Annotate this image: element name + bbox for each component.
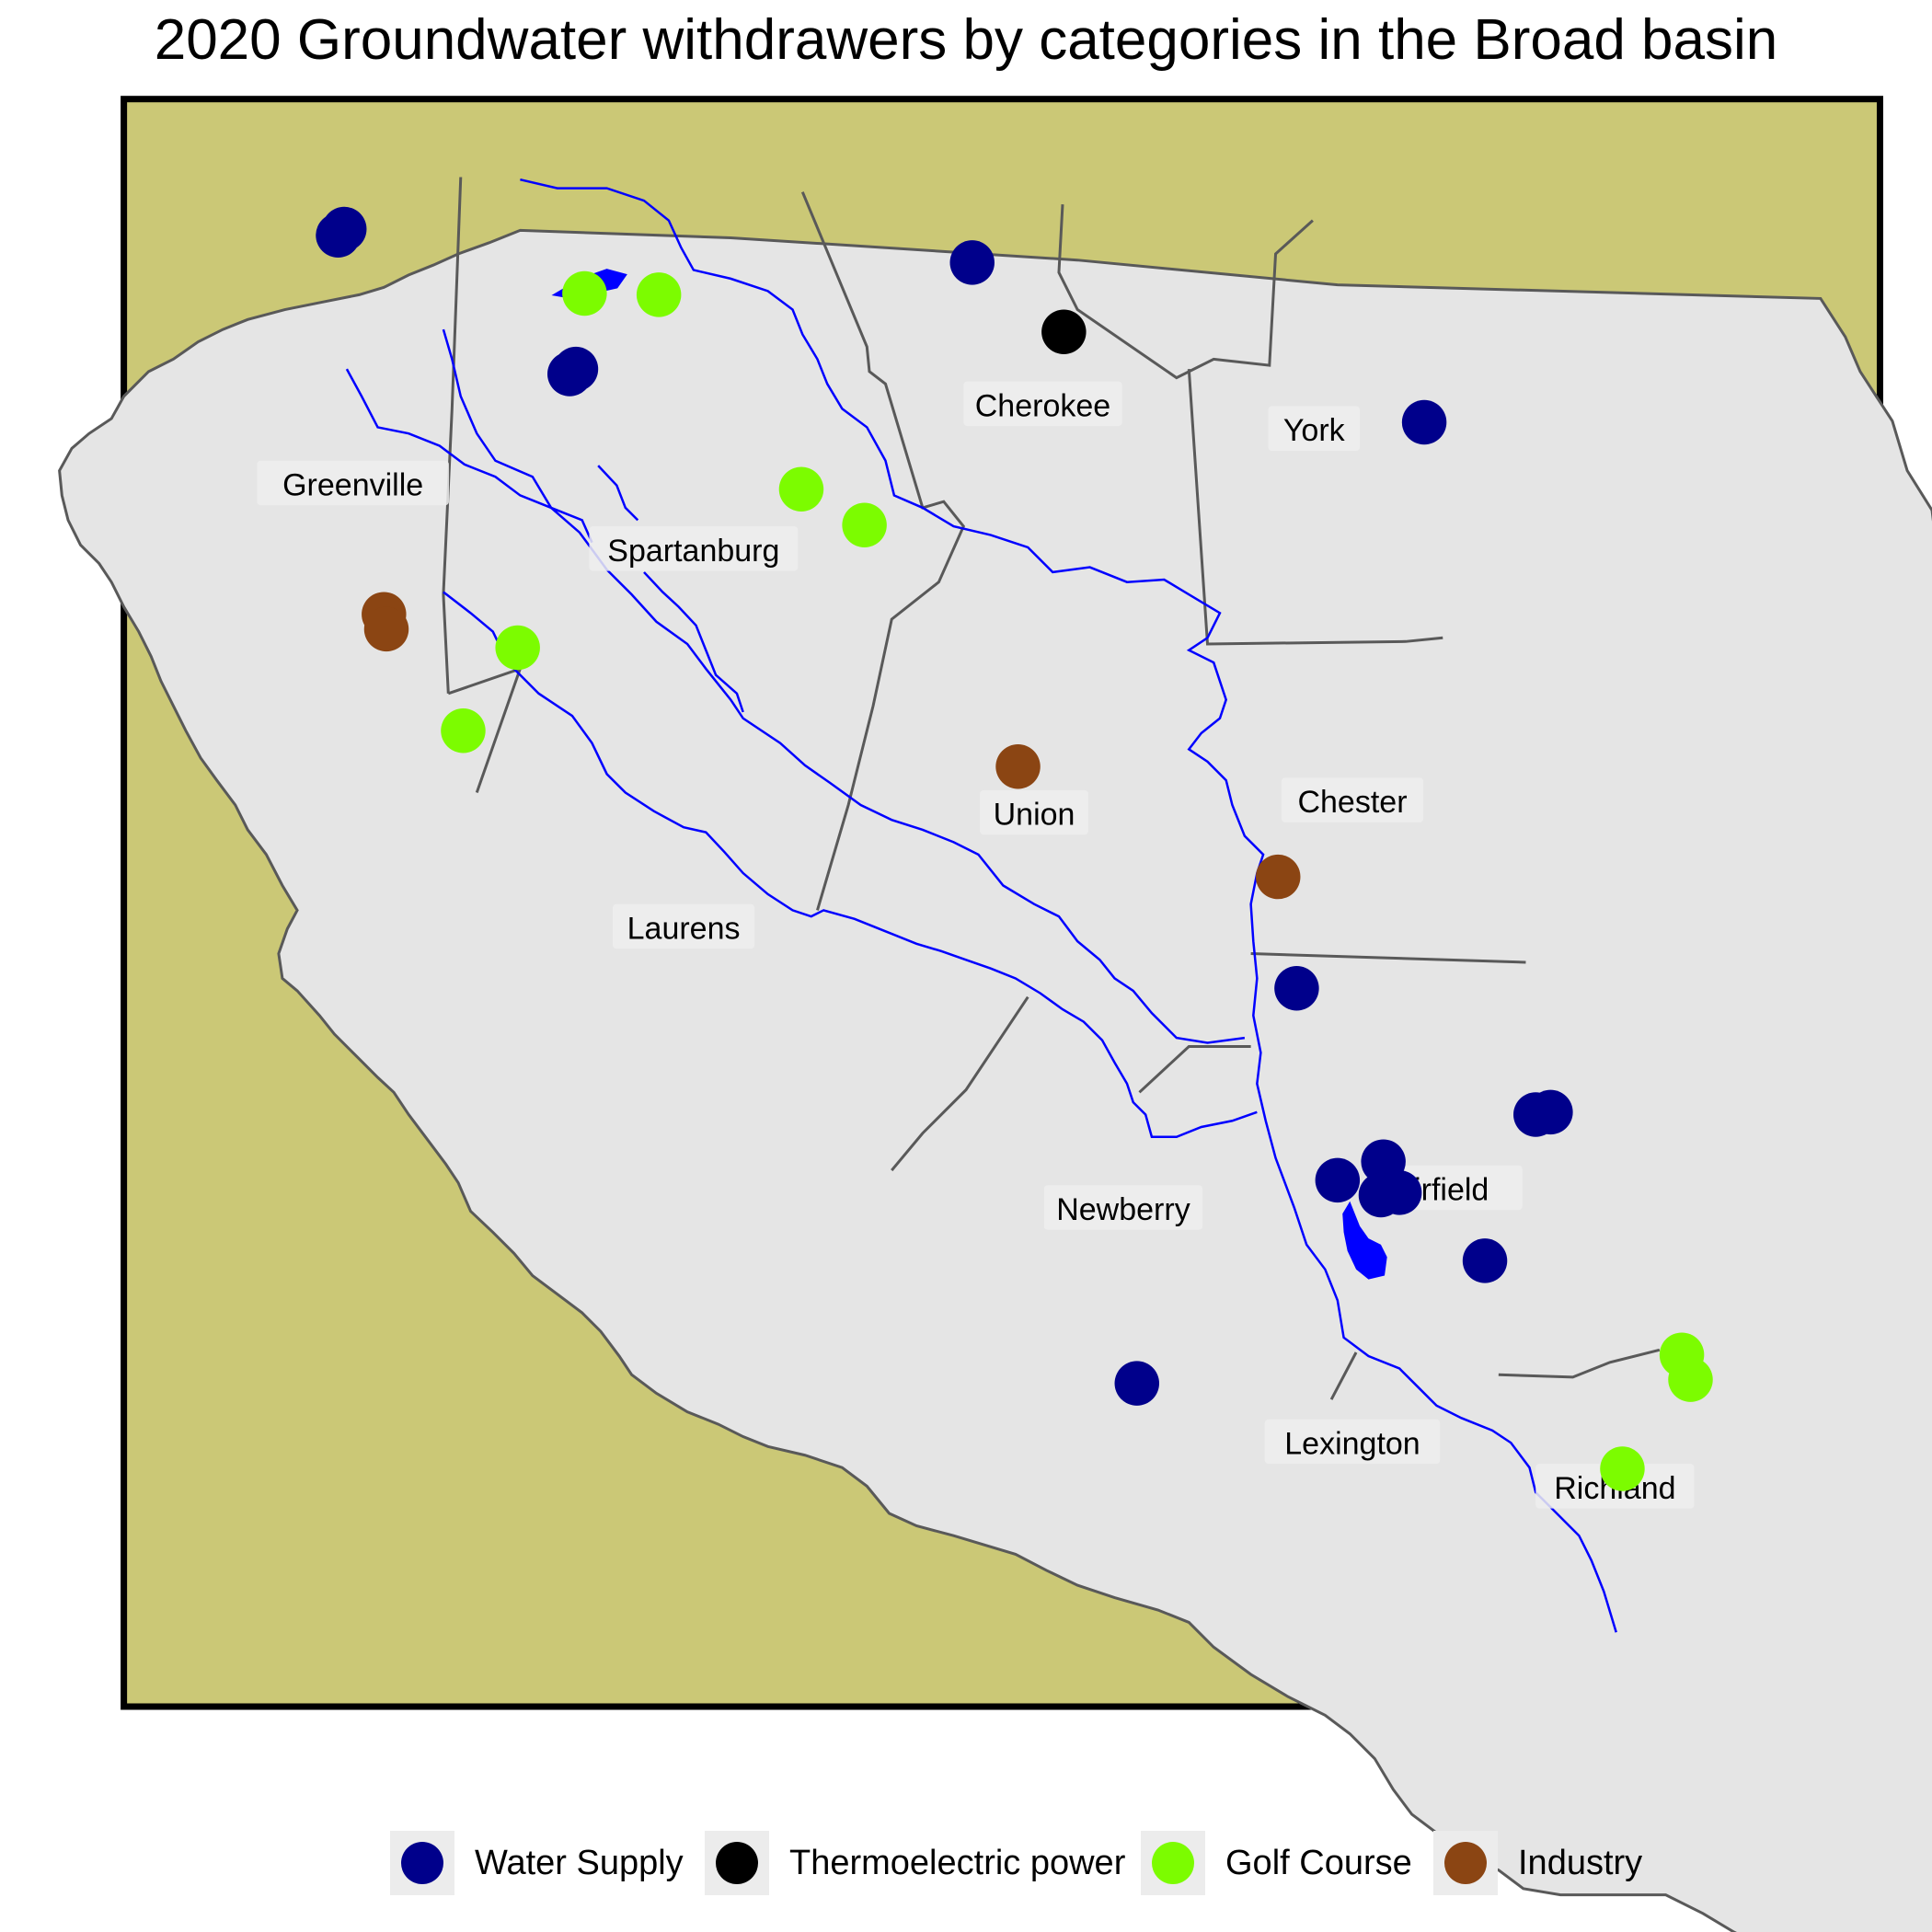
river-line <box>520 178 1617 1633</box>
county-label-text: Union <box>994 798 1075 833</box>
withdrawal-point <box>322 206 367 252</box>
county-label-text: York <box>1283 413 1346 448</box>
county-label-text: irfield <box>1414 1172 1489 1207</box>
withdrawal-point <box>441 708 486 753</box>
withdrawal-point <box>495 625 540 671</box>
withdrawal-point <box>553 346 599 392</box>
withdrawal-point <box>1041 309 1087 354</box>
legend-label-thermoelectric-power: Thermoelectric power <box>789 1843 1126 1882</box>
legend-label-golf-course: Golf Course <box>1225 1843 1412 1882</box>
county-label-text: Laurens <box>627 911 741 946</box>
county-label-text: Chester <box>1297 785 1407 820</box>
legend-item-thermoelectric-power: Thermoelectric power <box>705 1831 1125 1895</box>
water-supply-dot <box>401 1842 443 1884</box>
industry-dot <box>1444 1842 1487 1884</box>
withdrawal-point <box>1256 854 1301 900</box>
map-title: 2020 Groundwater withdrawers by categori… <box>154 8 1778 72</box>
legend-item-water-supply: Water Supply <box>390 1831 684 1895</box>
county-boundary-line <box>800 191 966 911</box>
river-line <box>443 591 1258 1139</box>
withdrawal-point <box>995 744 1041 789</box>
county-labels: Greenville Spartanburg Cherokee York Union Ch… <box>257 381 1695 1509</box>
thermoelectric-power-dot <box>716 1842 758 1884</box>
withdrawal-point <box>1668 1357 1713 1402</box>
legend-label-water-supply: Water Supply <box>475 1843 684 1882</box>
river-line <box>597 465 639 522</box>
withdrawal-point <box>562 270 607 316</box>
golf-course-dot <box>1152 1842 1194 1884</box>
county-label-union: Union <box>980 789 1088 835</box>
withdrawal-point <box>636 272 682 317</box>
county-label-cherokee: Cherokee <box>963 381 1122 427</box>
legend-key-industry <box>1433 1831 1498 1895</box>
withdrawal-point <box>1401 399 1447 445</box>
withdrawal-points <box>316 206 1713 1491</box>
withdrawal-point <box>949 240 995 285</box>
county-boundary-line <box>1187 369 1443 646</box>
county-boundary-line <box>1329 1351 1358 1400</box>
withdrawal-point <box>1274 966 1319 1011</box>
county-label-newberry: Newberry <box>1043 1185 1203 1230</box>
county-label-text: Newberry <box>1056 1192 1190 1227</box>
withdrawal-point <box>842 502 887 547</box>
withdrawal-point <box>363 606 409 652</box>
lake <box>1342 1201 1387 1280</box>
county-boundary-line <box>1057 204 1314 380</box>
legend-key-water-supply <box>390 1831 454 1895</box>
county-label-york: York <box>1268 406 1361 451</box>
county-boundary-line <box>1250 952 1526 964</box>
legend: Water Supply Thermoelectric power Golf C… <box>0 1831 1932 1923</box>
withdrawal-point <box>1528 1089 1573 1135</box>
withdrawal-point <box>1376 1170 1422 1215</box>
legend-key-thermoelectric-power <box>705 1831 769 1895</box>
withdrawal-point <box>1315 1157 1361 1203</box>
county-label-lexington: Lexington <box>1264 1419 1441 1465</box>
county-boundary-line <box>1138 1045 1251 1094</box>
withdrawal-point <box>1462 1238 1508 1283</box>
legend-item-golf-course: Golf Course <box>1141 1831 1412 1895</box>
county-label-text: Lexington <box>1284 1426 1420 1461</box>
county-label-text: Spartanburg <box>607 534 779 569</box>
legend-key-golf-course <box>1141 1831 1205 1895</box>
withdrawal-point <box>1114 1361 1160 1406</box>
river-line <box>442 328 1246 1044</box>
county-label-laurens: Laurens <box>613 903 755 949</box>
legend-item-industry: Industry <box>1433 1831 1642 1895</box>
county-label-chester: Chester <box>1281 777 1424 822</box>
withdrawal-point <box>778 466 824 512</box>
county-boundary-line <box>1498 1348 1661 1379</box>
withdrawal-point <box>1600 1446 1645 1491</box>
county-label-greenville: Greenville <box>257 460 449 506</box>
river-line <box>345 368 593 544</box>
county-boundary-line <box>891 995 1029 1172</box>
river-line <box>643 571 744 713</box>
county-label-text: Cherokee <box>975 388 1110 423</box>
legend-label-industry: Industry <box>1518 1843 1643 1882</box>
county-label-spartanburg: Spartanburg <box>589 526 799 571</box>
county-label-text: Greenville <box>282 467 423 502</box>
